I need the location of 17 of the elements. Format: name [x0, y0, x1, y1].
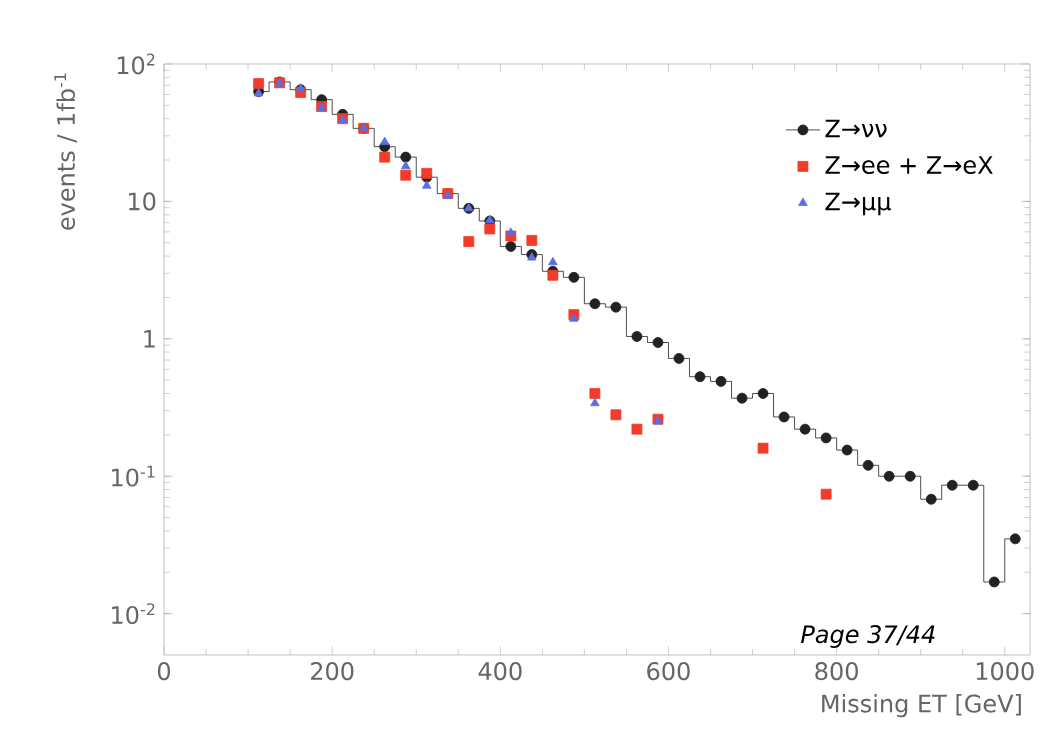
x-axis-title: Missing ET [GeV] — [822, 694, 1021, 718]
legend-label: Z→μμ — [825, 192, 891, 216]
x-tick-label: 600 — [647, 662, 690, 681]
y-tick-label: 10$^{-2}$ — [112, 603, 155, 625]
y-tick-label: 10$^{2}$ — [117, 53, 155, 75]
legend-label: Z→νν — [825, 119, 887, 138]
legend-label: Z→ee + Z→eX — [825, 156, 993, 174]
y-tick-label: 10$^{-1}$ — [112, 465, 155, 487]
x-tick-label: 200 — [311, 662, 354, 681]
y-tick-label: 1 — [144, 330, 155, 348]
annotation: Page 37/44 — [801, 625, 935, 648]
y-tick-label: 10 — [129, 192, 156, 211]
x-tick-label: 0 — [157, 662, 171, 681]
x-tick-label: 400 — [478, 662, 522, 681]
y-axis-title: events / 1fb$^{-1}$ — [54, 73, 77, 230]
x-tick-label: 1000 — [976, 662, 1034, 681]
x-tick-label: 800 — [815, 662, 858, 681]
